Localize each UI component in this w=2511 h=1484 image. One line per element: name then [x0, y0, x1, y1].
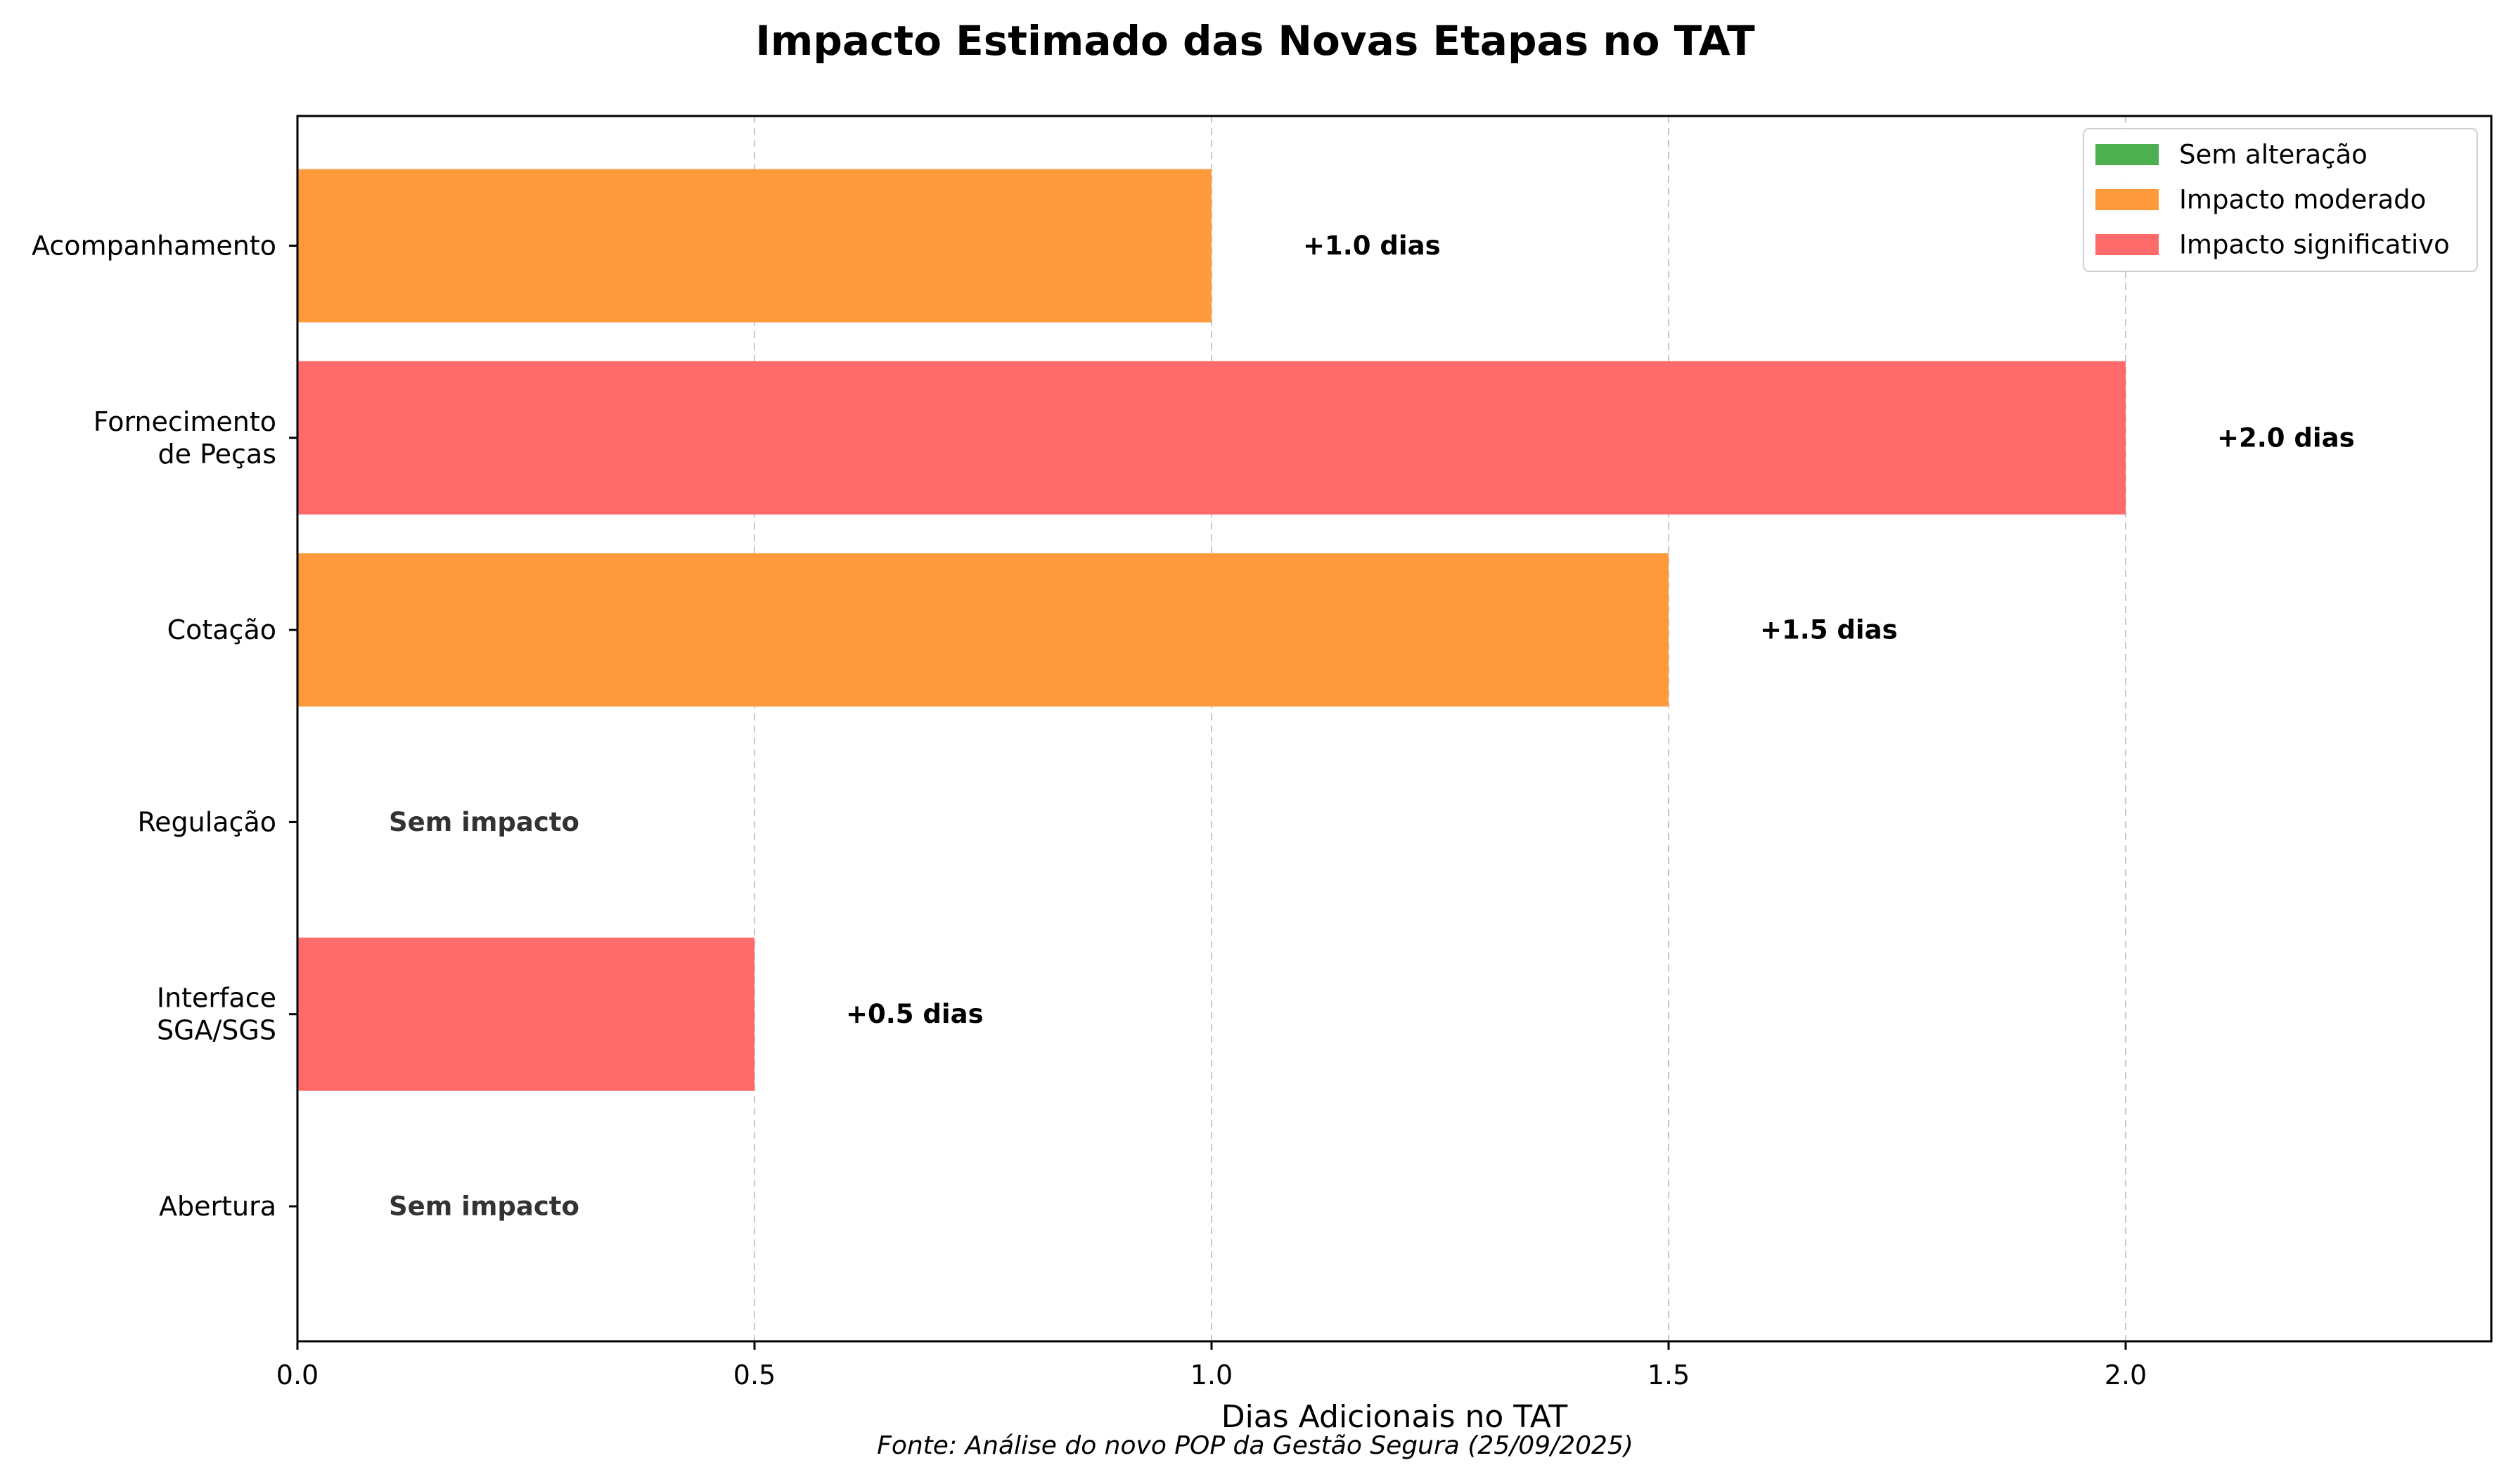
legend-box	[2083, 128, 2478, 272]
legend-label: Impacto moderado	[2179, 185, 2426, 215]
x-tick-label: 2.0	[2105, 1360, 2147, 1391]
x-tick-label: 0.5	[733, 1360, 776, 1391]
y-tick-label: Interface	[157, 983, 276, 1014]
x-axis-title: Dias Adicionais no TAT	[1221, 1399, 1568, 1435]
legend: Sem alteração Impacto moderado Impacto sig…	[2083, 128, 2478, 272]
y-tick-label: Fornecimento	[94, 406, 276, 437]
value-label-layer: Sem impacto +0.5 dias Sem impacto +1.5 dias…	[389, 231, 2355, 1222]
plot-area-frame	[296, 115, 2493, 1343]
data-label: +1.5 dias	[1760, 615, 1898, 645]
legend-swatch	[2095, 234, 2159, 255]
y-tick-label: Abertura	[159, 1191, 276, 1222]
data-label: +0.5 dias	[846, 999, 984, 1029]
y-tick-label: SGA/SGS	[157, 1015, 276, 1046]
legend-swatch	[2095, 144, 2159, 165]
bar	[297, 553, 1669, 707]
legend-items: Sem alteração Impacto moderado Impacto sig…	[2095, 140, 2450, 260]
y-tick-label: Regulação	[137, 806, 276, 837]
data-label: Sem impacto	[389, 807, 579, 837]
legend-label: Sem alteração	[2179, 140, 2368, 170]
legend-label: Impacto significativo	[2179, 230, 2450, 260]
chart-title: Impacto Estimado das Novas Etapas no TAT	[755, 17, 1755, 65]
data-label: +2.0 dias	[2217, 422, 2355, 453]
bar	[297, 937, 754, 1091]
source-note: Fonte: Análise do novo POP da Gestão Seg…	[877, 1431, 1633, 1460]
x-tick-label: 1.0	[1190, 1360, 1233, 1391]
data-label: Sem impacto	[389, 1192, 579, 1222]
legend-swatch	[2095, 189, 2159, 210]
x-tick-label: 0.0	[276, 1360, 319, 1391]
y-tick-label: Cotação	[167, 614, 276, 645]
bar	[297, 361, 2126, 515]
bar-layer	[297, 169, 2126, 1091]
bar	[297, 169, 1212, 323]
data-label: +1.0 dias	[1303, 231, 1441, 261]
x-tick-label: 1.5	[1648, 1360, 1690, 1391]
x-axis: 0.0 0.5 1.0 1.5 2.0	[276, 1341, 2147, 1391]
y-tick-label: Acompanhamento	[32, 231, 276, 262]
y-tick-label: de Peças	[158, 439, 277, 470]
